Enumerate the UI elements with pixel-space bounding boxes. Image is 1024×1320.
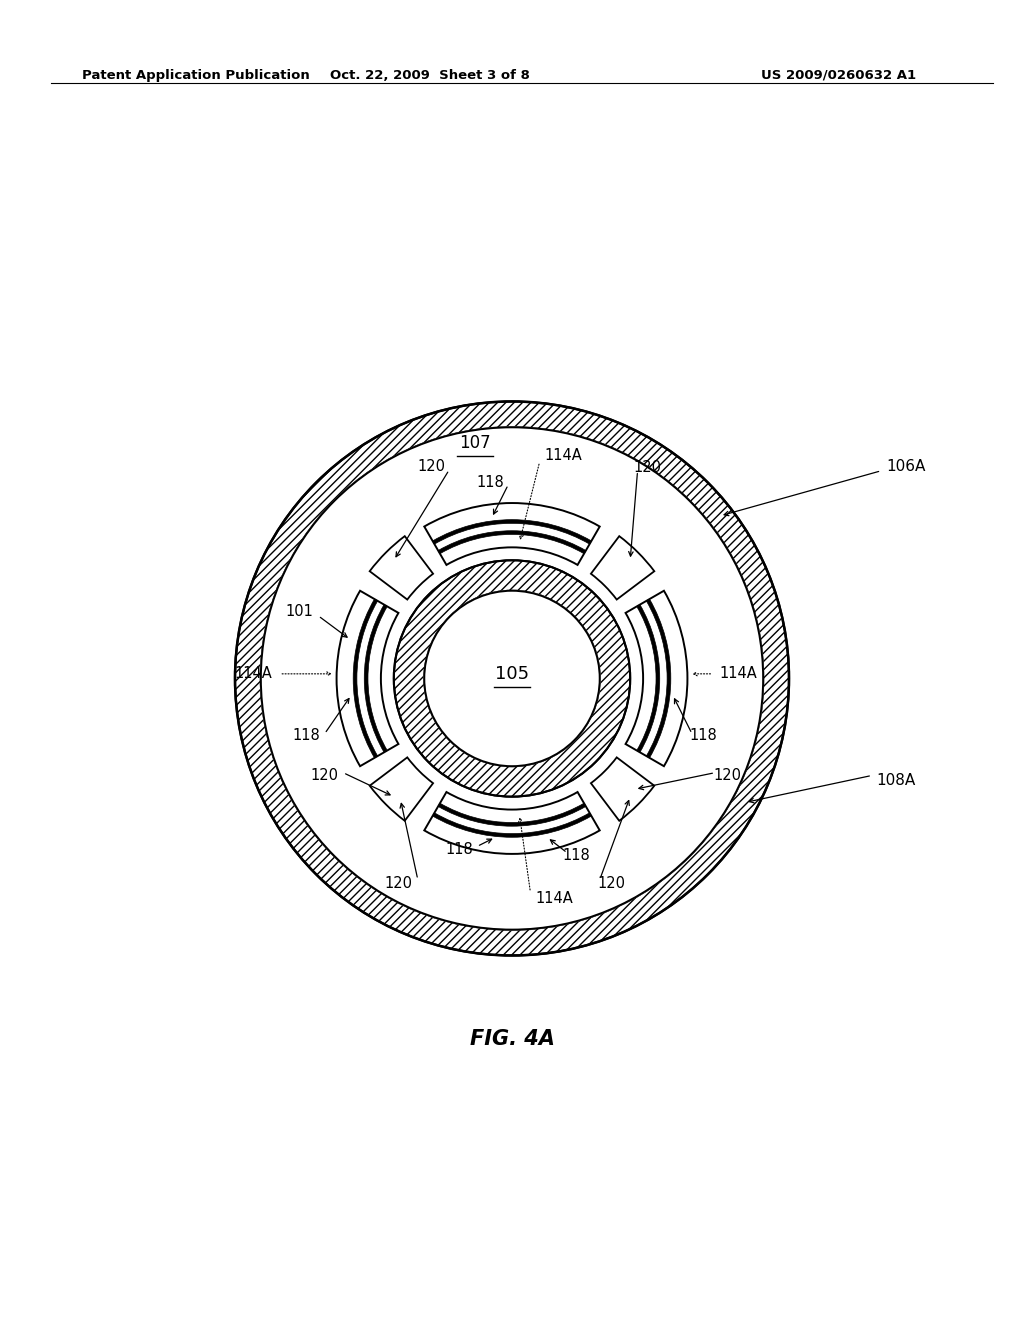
Text: 120: 120 [418, 458, 445, 474]
Text: FIG. 4A: FIG. 4A [470, 1028, 554, 1048]
Text: 120: 120 [597, 876, 625, 891]
Wedge shape [353, 599, 378, 758]
Text: 118: 118 [563, 849, 591, 863]
Text: 106A: 106A [886, 458, 926, 474]
Text: 101: 101 [286, 605, 313, 619]
Wedge shape [432, 520, 592, 544]
Text: 118: 118 [477, 475, 505, 490]
Text: 105: 105 [495, 665, 529, 682]
Circle shape [234, 401, 790, 956]
Text: 108A: 108A [877, 772, 915, 788]
Circle shape [261, 428, 763, 929]
Text: 114A: 114A [545, 447, 582, 462]
Text: 118: 118 [689, 729, 717, 743]
Circle shape [424, 591, 600, 766]
Text: 120: 120 [384, 876, 413, 891]
Wedge shape [337, 591, 398, 766]
Wedge shape [365, 605, 387, 752]
Wedge shape [637, 605, 659, 752]
Wedge shape [591, 758, 654, 821]
Wedge shape [438, 531, 586, 553]
Wedge shape [424, 792, 600, 854]
Text: 114A: 114A [234, 667, 272, 681]
Text: Patent Application Publication: Patent Application Publication [82, 69, 309, 82]
Wedge shape [432, 813, 592, 837]
Text: 118: 118 [292, 729, 319, 743]
Wedge shape [591, 536, 654, 599]
Text: 120: 120 [634, 461, 662, 475]
Wedge shape [370, 758, 433, 821]
Text: 107: 107 [459, 434, 490, 451]
Text: US 2009/0260632 A1: US 2009/0260632 A1 [762, 69, 916, 82]
Wedge shape [626, 591, 687, 766]
Text: 114A: 114A [536, 891, 572, 906]
Wedge shape [424, 503, 600, 565]
Wedge shape [370, 536, 433, 599]
Text: 114A: 114A [720, 667, 758, 681]
Wedge shape [646, 599, 671, 758]
Text: 118: 118 [445, 842, 473, 857]
Text: 120: 120 [714, 768, 741, 783]
Text: 120: 120 [310, 768, 338, 783]
Text: Oct. 22, 2009  Sheet 3 of 8: Oct. 22, 2009 Sheet 3 of 8 [330, 69, 530, 82]
Wedge shape [438, 803, 586, 826]
